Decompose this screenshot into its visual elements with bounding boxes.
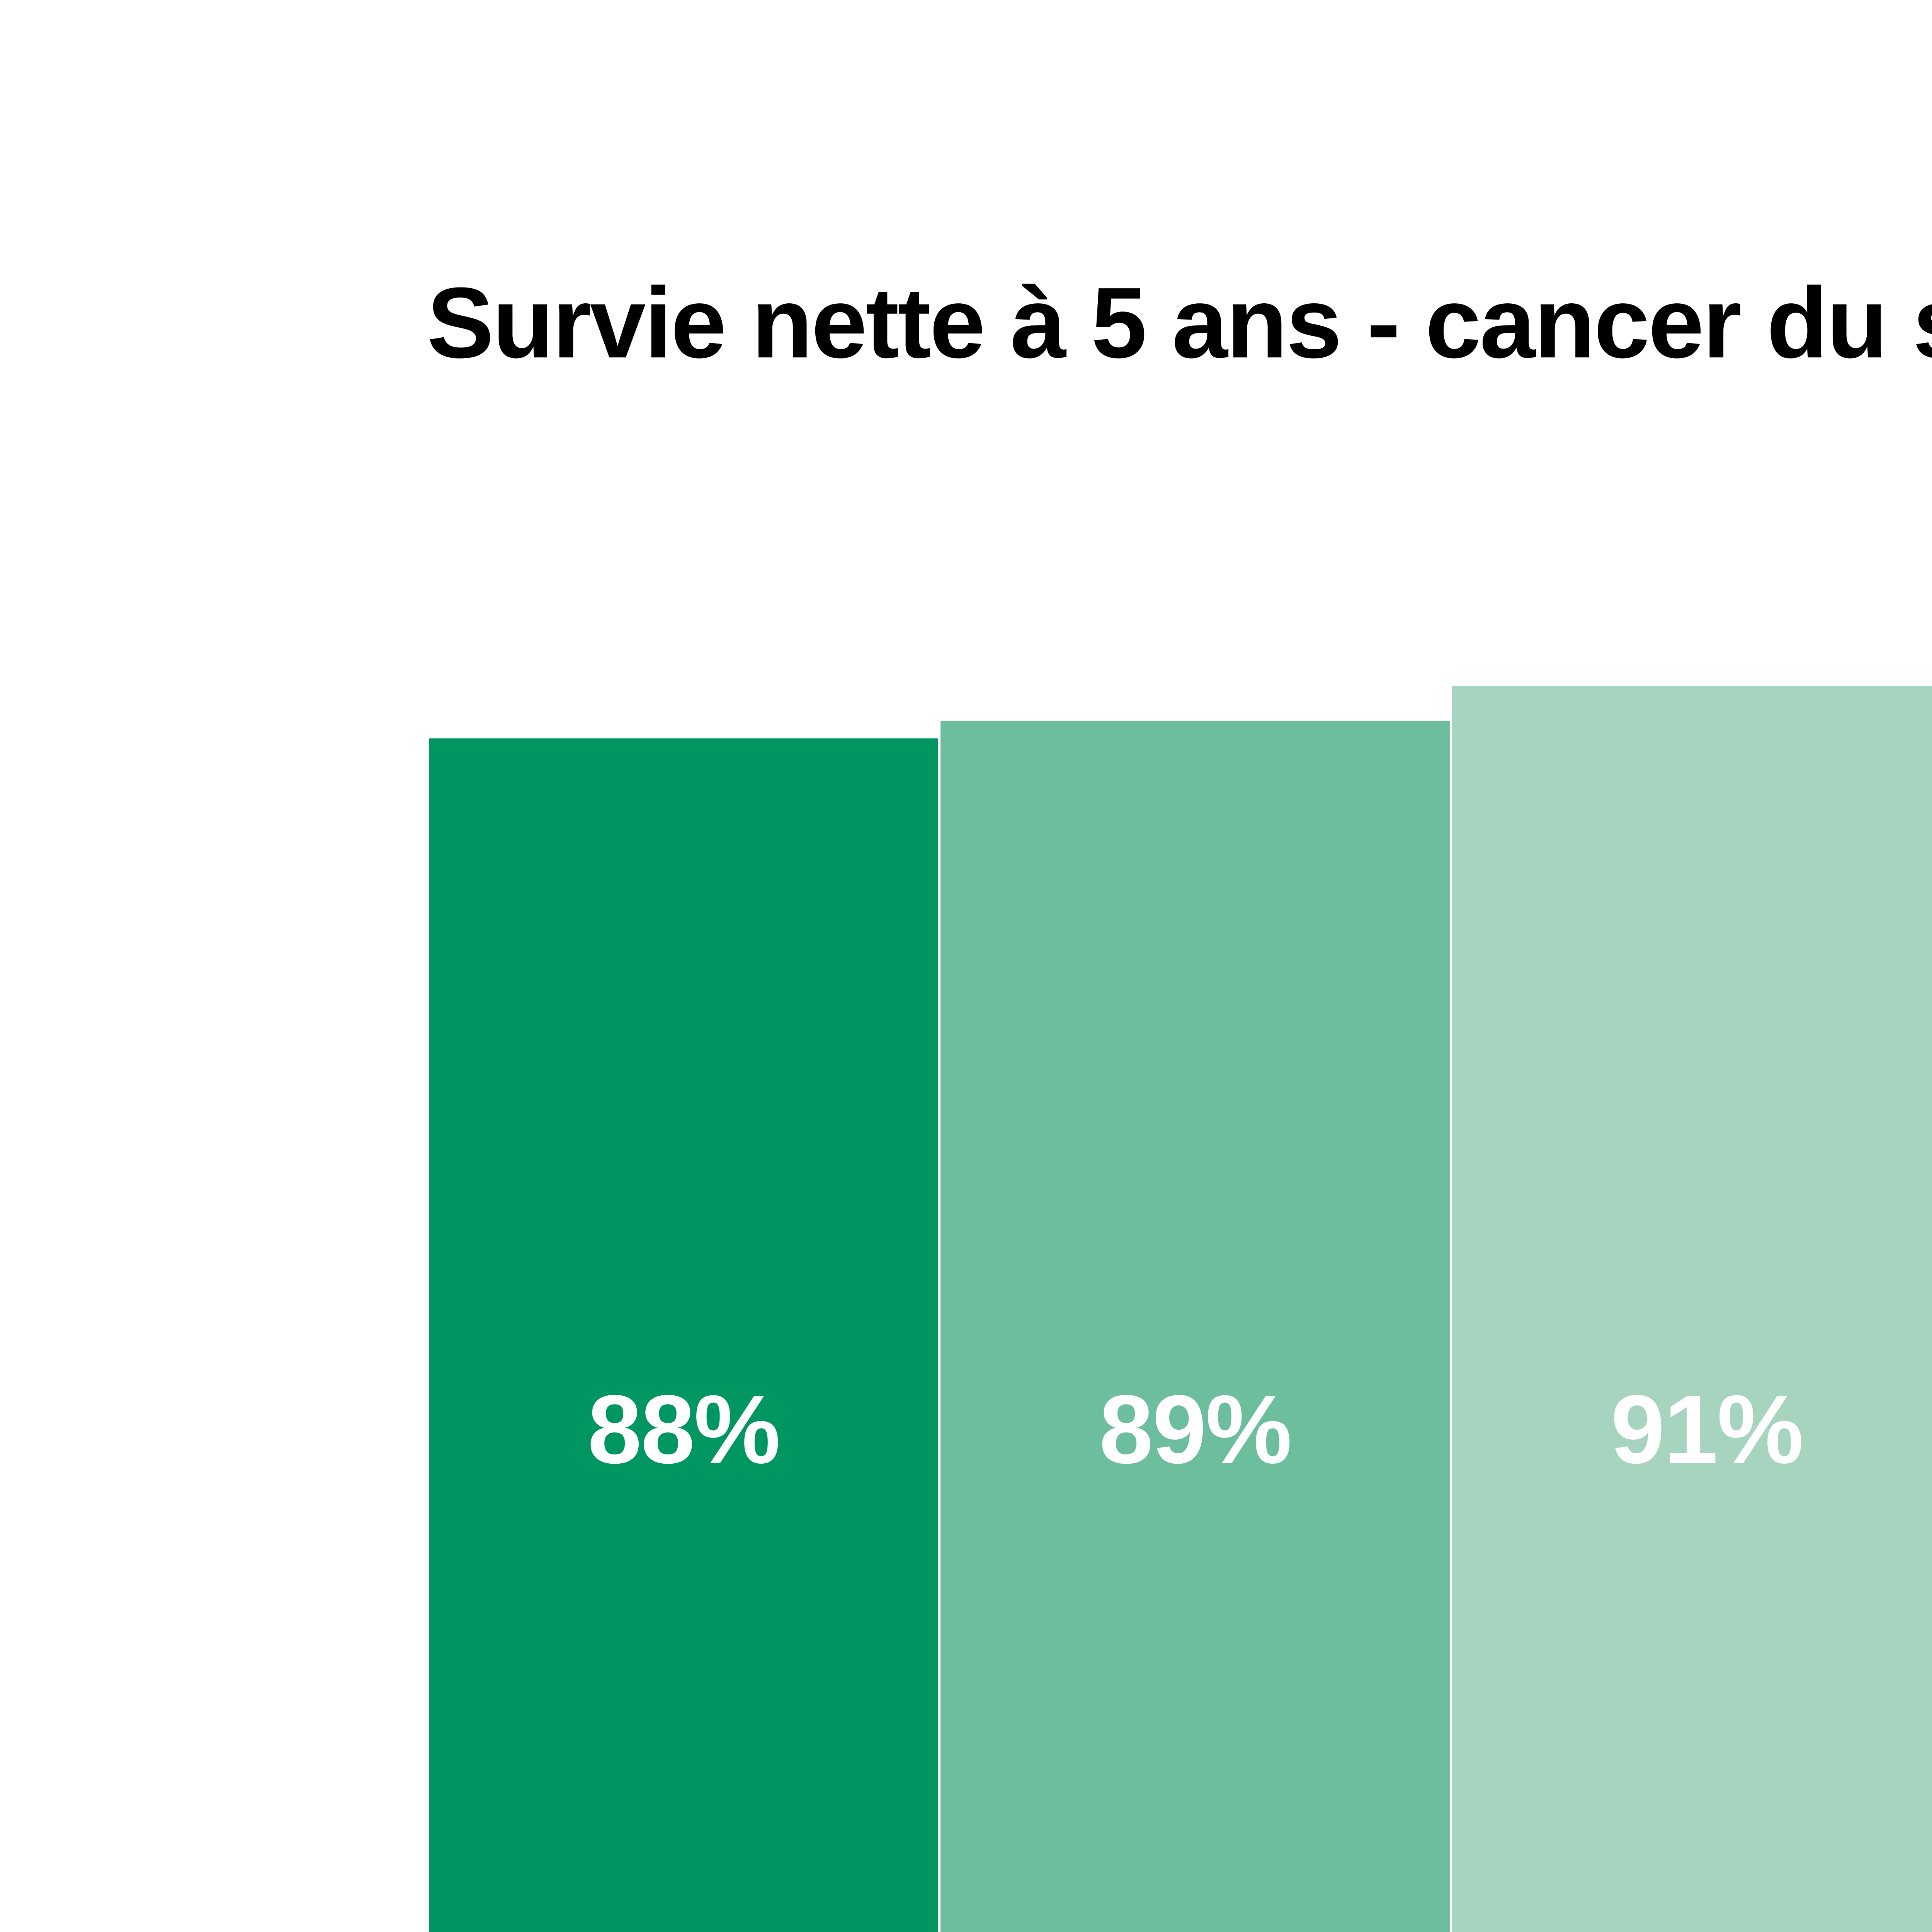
chart-title: Survie nette à 5 ans - cancer du sein (f…: [427, 267, 1932, 379]
bar: [940, 721, 1450, 1932]
plot-area: 88% 89% 91% 93%: [429, 530, 1932, 1932]
bar: [1452, 686, 1932, 1932]
bar: [429, 738, 938, 1932]
